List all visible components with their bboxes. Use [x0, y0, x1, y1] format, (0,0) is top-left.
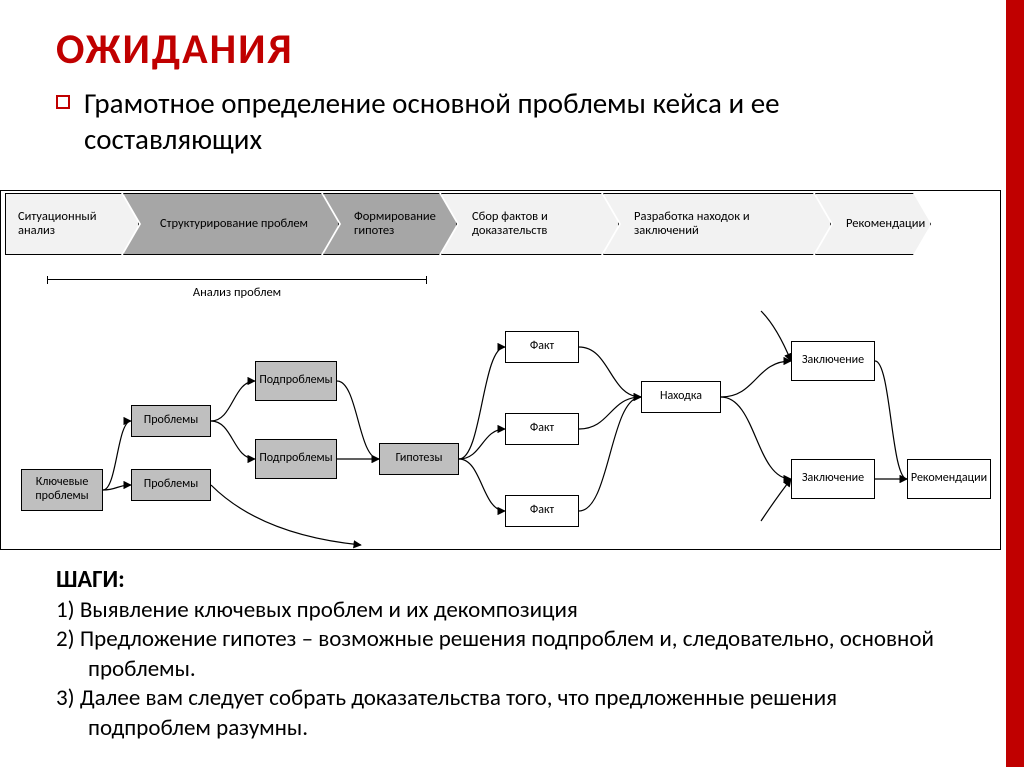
- flow-node-concl2: Заключение: [791, 459, 875, 499]
- step-1: 1) Выявление ключевых проблем и их деком…: [56, 596, 946, 625]
- steps-title: ШАГИ:: [56, 565, 946, 594]
- flow-node-hypo: Гипотезы: [379, 443, 459, 475]
- flow-node-prob1: Проблемы: [131, 405, 211, 437]
- flow-node-fact3: Факт: [505, 495, 579, 527]
- diagram-frame: Ситуационный анализСтруктурирование проб…: [0, 190, 1001, 550]
- slide-title: ОЖИДАНИЯ: [56, 24, 1006, 75]
- step-3: 3) Далее вам следует собрать доказательс…: [56, 684, 946, 743]
- step-2: 2) Предложение гипотез – возможные решен…: [56, 625, 946, 684]
- flow-node-keyprob: Ключевые проблемы: [21, 469, 103, 511]
- flow-node-concl1: Заключение: [791, 341, 875, 381]
- flow-node-fact1: Факт: [505, 331, 579, 363]
- bullet-text: Грамотное определение основной проблемы …: [84, 85, 946, 158]
- steps-list: 1) Выявление ключевых проблем и их деком…: [56, 596, 946, 743]
- slide: ОЖИДАНИЯ Грамотное определение основной …: [0, 0, 1024, 767]
- flow-diagram: Ключевые проблемы Проблемы Проблемы Подпроб…: [1, 191, 1000, 549]
- analysis-bracket-label: Анализ проблем: [187, 285, 287, 300]
- main-bullet: Грамотное определение основной проблемы …: [56, 85, 1006, 158]
- flow-node-sub1: Подпроблемы: [255, 361, 337, 401]
- bullet-square-icon: [56, 95, 70, 109]
- analysis-bracket: [47, 279, 427, 280]
- flow-node-prob2: Проблемы: [131, 469, 211, 501]
- flow-node-sub2: Подпроблемы: [255, 439, 337, 479]
- steps-section: ШАГИ: 1) Выявление ключевых проблем и их…: [56, 565, 946, 743]
- flow-node-reco: Рекомендации: [907, 459, 991, 499]
- flow-node-fact2: Факт: [505, 413, 579, 445]
- flow-node-find: Находка: [641, 381, 721, 413]
